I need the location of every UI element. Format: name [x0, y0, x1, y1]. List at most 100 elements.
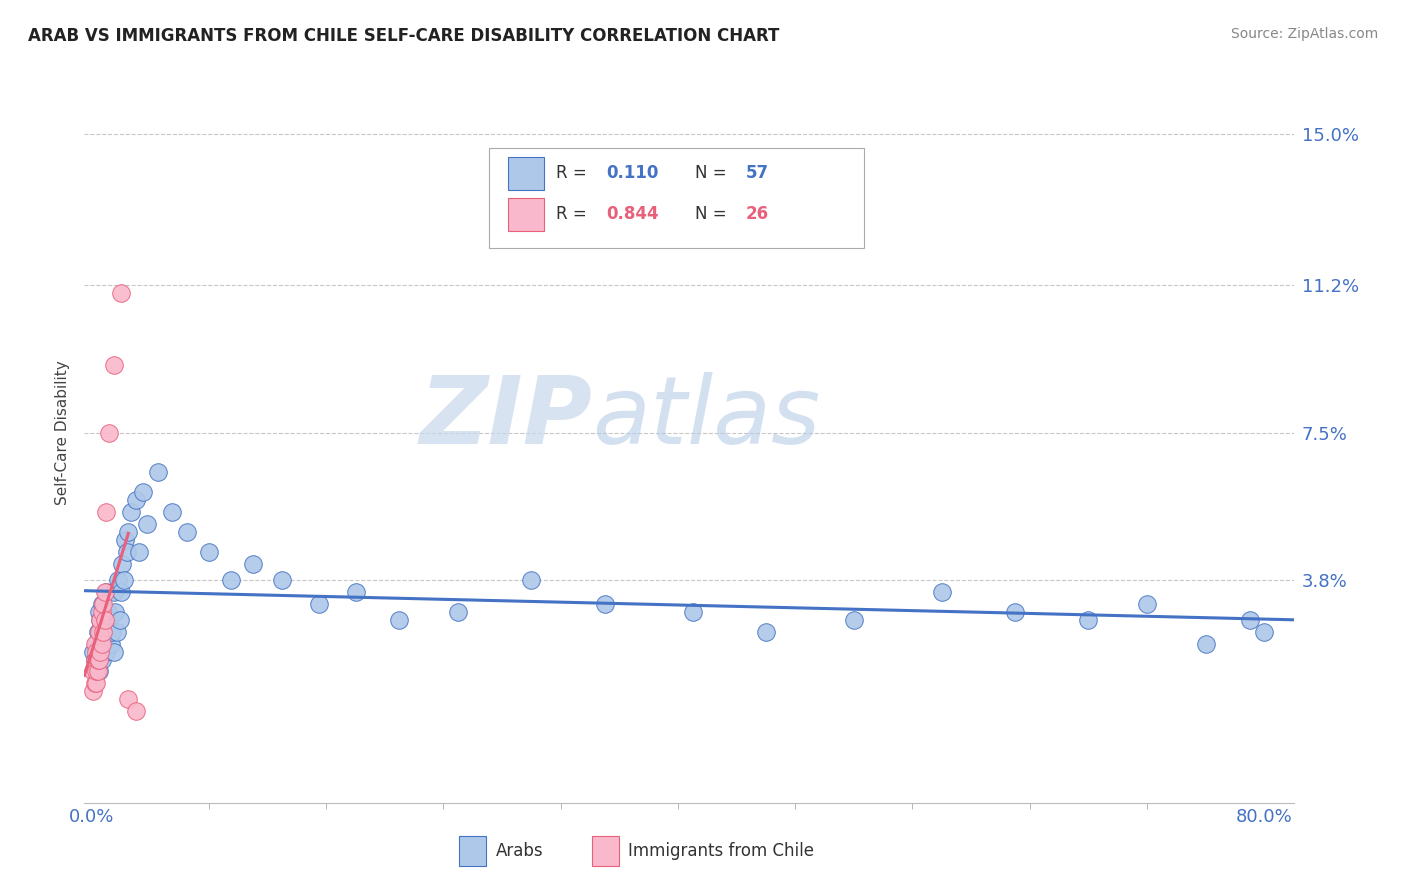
Point — [96, 505, 118, 519]
Point — [84, 637, 107, 651]
Point — [103, 584, 125, 599]
Point — [82, 684, 104, 698]
Text: Immigrants from Chile: Immigrants from Chile — [628, 842, 814, 860]
Point — [100, 637, 122, 651]
Point — [82, 644, 104, 658]
Point — [162, 505, 184, 519]
Point — [91, 597, 114, 611]
Text: 0.110: 0.110 — [607, 164, 659, 183]
Point — [593, 597, 616, 611]
Point — [93, 624, 115, 639]
Point — [115, 545, 138, 559]
Point — [91, 652, 114, 666]
Bar — [508, 157, 544, 190]
Point — [388, 613, 411, 627]
Point — [1194, 637, 1216, 651]
Point — [91, 605, 114, 619]
Point — [94, 584, 117, 599]
Point — [271, 573, 294, 587]
Text: N =: N = — [695, 164, 727, 183]
Point — [87, 652, 110, 666]
Point — [86, 665, 108, 679]
Point — [931, 584, 953, 599]
Text: ZIP: ZIP — [419, 372, 592, 464]
Bar — [508, 197, 544, 231]
Point — [1004, 605, 1026, 619]
Point — [124, 704, 146, 718]
Point — [89, 613, 111, 627]
Point — [86, 624, 108, 639]
Point — [101, 624, 124, 639]
Point — [110, 584, 132, 599]
Text: 57: 57 — [745, 164, 769, 183]
Point — [132, 485, 155, 500]
Point — [112, 573, 135, 587]
Point — [86, 652, 108, 666]
Point — [107, 573, 129, 587]
Point — [84, 644, 107, 658]
Point — [97, 605, 120, 619]
Point — [136, 517, 159, 532]
Point — [219, 573, 242, 587]
Text: R =: R = — [555, 164, 586, 183]
Point — [120, 505, 142, 519]
Point — [89, 613, 111, 627]
Point — [344, 584, 367, 599]
Point — [96, 584, 118, 599]
Point — [1239, 613, 1261, 627]
Point — [308, 597, 330, 611]
Text: Arabs: Arabs — [495, 842, 543, 860]
Point — [83, 676, 105, 690]
Point — [117, 692, 139, 706]
Point — [111, 557, 134, 571]
Point — [1253, 624, 1275, 639]
Point — [117, 525, 139, 540]
Text: N =: N = — [695, 205, 727, 223]
Point — [87, 665, 110, 679]
Point — [103, 358, 125, 372]
Text: R =: R = — [555, 205, 586, 223]
Point — [94, 624, 117, 639]
Bar — [460, 836, 486, 866]
Point — [93, 597, 115, 611]
Point — [1077, 613, 1099, 627]
Point — [83, 652, 105, 666]
Point — [83, 652, 105, 666]
Point — [176, 525, 198, 540]
Point — [89, 644, 111, 658]
FancyBboxPatch shape — [489, 147, 865, 247]
Point — [242, 557, 264, 571]
Point — [83, 637, 105, 651]
Point — [93, 637, 115, 651]
Bar — [592, 836, 619, 866]
Text: 0.844: 0.844 — [607, 205, 659, 223]
Point — [682, 605, 704, 619]
Text: ARAB VS IMMIGRANTS FROM CHILE SELF-CARE DISABILITY CORRELATION CHART: ARAB VS IMMIGRANTS FROM CHILE SELF-CARE … — [28, 27, 779, 45]
Point — [108, 613, 131, 627]
Point — [128, 545, 150, 559]
Point — [94, 613, 117, 627]
Text: Source: ZipAtlas.com: Source: ZipAtlas.com — [1230, 27, 1378, 41]
Point — [198, 545, 221, 559]
Point — [104, 605, 127, 619]
Point — [84, 665, 107, 679]
Point — [110, 286, 132, 301]
Point — [98, 425, 121, 440]
Point — [520, 573, 543, 587]
Point — [842, 613, 865, 627]
Point — [91, 637, 114, 651]
Point — [103, 644, 125, 658]
Point — [105, 624, 128, 639]
Point — [1136, 597, 1159, 611]
Point — [146, 466, 169, 480]
Text: atlas: atlas — [592, 372, 821, 463]
Point — [87, 605, 110, 619]
Point — [98, 613, 121, 627]
Y-axis label: Self-Care Disability: Self-Care Disability — [55, 360, 70, 505]
Point — [96, 644, 118, 658]
Text: 26: 26 — [745, 205, 769, 223]
Point — [447, 605, 470, 619]
Point — [755, 624, 778, 639]
Point — [87, 624, 110, 639]
Point — [84, 676, 107, 690]
